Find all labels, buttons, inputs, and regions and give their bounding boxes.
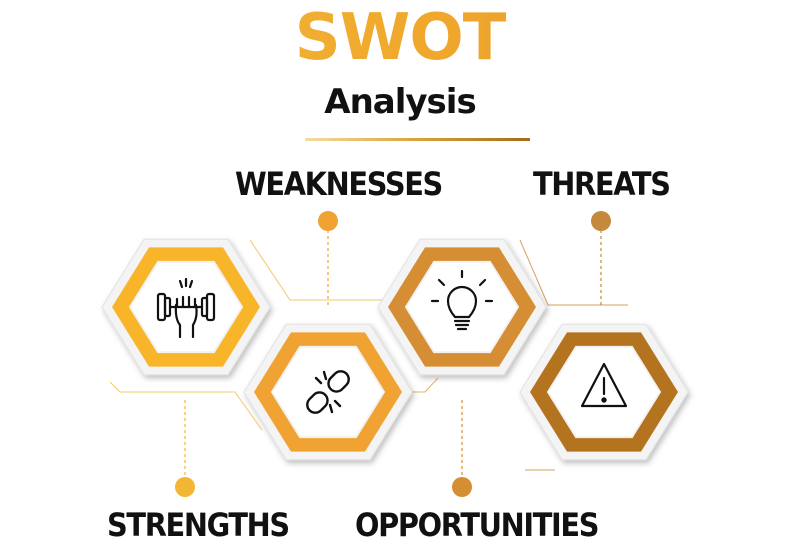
warning-icon	[580, 362, 628, 408]
broken-link-icon	[306, 370, 350, 414]
label-weaknesses: WEAKNESSES	[235, 165, 443, 203]
hex-opportunities	[377, 238, 547, 376]
title-underline	[305, 138, 530, 141]
label-strengths: STRENGTHS	[107, 506, 290, 544]
leader-lines	[184, 230, 602, 480]
page-subtitle: Analysis	[324, 82, 476, 122]
dot-weaknesses	[318, 211, 338, 231]
label-opportunities: OPPORTUNITIES	[355, 506, 599, 544]
label-threats: THREATS	[533, 165, 671, 203]
hex-weaknesses	[243, 323, 413, 461]
lightbulb-icon	[430, 269, 494, 331]
dot-threats	[591, 211, 611, 231]
dot-strengths	[175, 477, 195, 497]
dot-opportunities	[452, 477, 472, 497]
dumbbell-icon	[156, 277, 216, 339]
page-title: SWOT	[0, 6, 800, 70]
connector-lines	[109, 239, 628, 471]
